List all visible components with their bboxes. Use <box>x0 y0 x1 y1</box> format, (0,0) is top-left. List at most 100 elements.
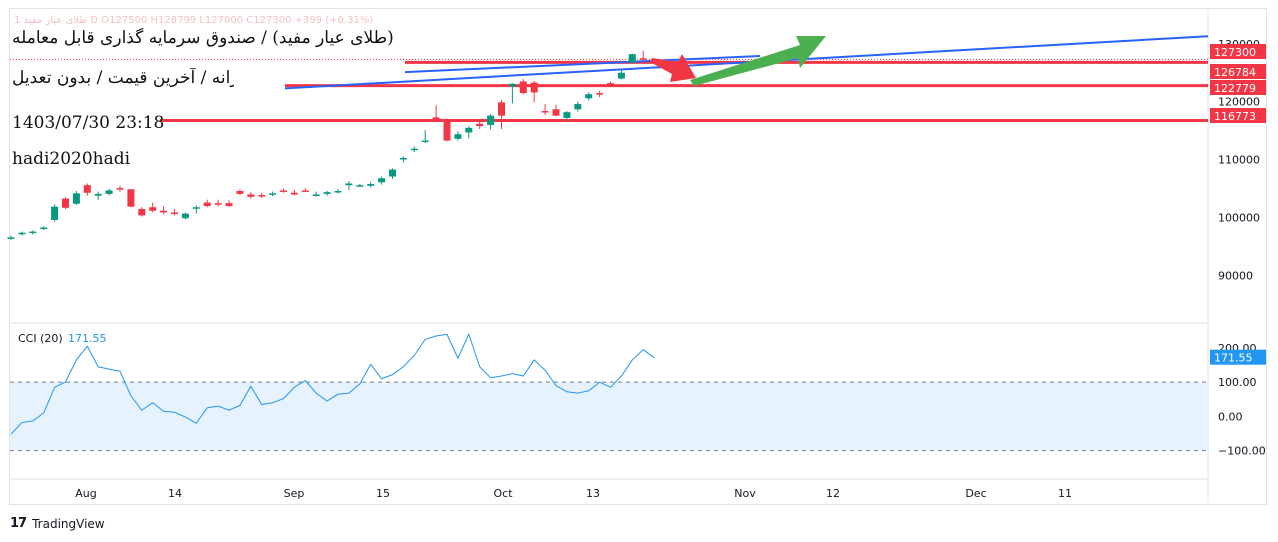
time-tick-label: Sep <box>284 487 305 500</box>
price-tick-label: 90000 <box>1218 270 1253 283</box>
price-tag-label: 122779 <box>1214 82 1256 95</box>
candle-body <box>410 148 418 151</box>
price-tag-box <box>1210 80 1266 95</box>
green-arrow-annotation <box>690 36 826 86</box>
candle-body <box>356 185 364 187</box>
candle-body <box>498 102 505 116</box>
time-tick-label: 11 <box>1058 487 1072 500</box>
candle-body <box>378 178 386 183</box>
candle-body <box>181 213 189 219</box>
candle-body <box>617 72 625 79</box>
cci-tick-label: 100.00 <box>1218 376 1257 389</box>
candle-body <box>105 190 113 194</box>
candle-body <box>574 104 582 110</box>
candle-body <box>454 134 462 139</box>
candle-body <box>334 191 342 193</box>
brand-label: TradingView <box>32 516 105 531</box>
time-tick-label: 12 <box>826 487 840 500</box>
time-tick-label: Dec <box>965 487 986 500</box>
candle-body <box>585 94 593 99</box>
candle-body <box>83 185 91 193</box>
candle-body <box>421 140 429 143</box>
candle-body <box>563 112 571 118</box>
author-annotation: hadi2020hadi <box>12 149 131 169</box>
candle-body <box>487 115 495 125</box>
cci-title: CCI (20) <box>18 332 63 345</box>
candle-body <box>290 192 298 195</box>
candle-body <box>323 192 331 194</box>
candle-body <box>225 203 233 207</box>
candle-body <box>149 207 157 211</box>
tradingview-logo-icon: 17 <box>10 516 27 531</box>
price-tag-box <box>1210 64 1266 79</box>
candle-body <box>62 198 69 208</box>
price-tick-label: 110000 <box>1218 154 1260 167</box>
price-tag-box <box>1210 44 1266 59</box>
time-tick-label: Oct <box>493 487 513 500</box>
candle-body <box>465 127 473 133</box>
cci-tick-label: −100.00 <box>1218 445 1266 458</box>
price-tag-box <box>1210 108 1266 123</box>
chart-frame <box>9 8 1267 505</box>
candle-body <box>203 202 211 207</box>
candle-body <box>29 231 37 234</box>
candle-body <box>399 157 407 160</box>
chart-subtitle-annotation: روزانه / آخرین قیمت / بدون تعدیل <box>12 68 234 88</box>
candle-body <box>138 208 146 216</box>
candle-body <box>72 193 80 204</box>
candle-body <box>519 81 527 94</box>
time-tick-label: 15 <box>376 487 390 500</box>
candle-body <box>508 83 516 87</box>
candle-body <box>247 194 255 197</box>
candle-body <box>40 227 48 230</box>
price-tag-label: 127300 <box>1214 46 1256 59</box>
candle-body <box>258 195 266 197</box>
time-tick-label: Aug <box>75 487 96 500</box>
footer[interactable]: 17 TradingView <box>10 516 105 531</box>
candle-body <box>432 117 440 121</box>
datetime-annotation: 1403/07/30 23:18 <box>12 113 165 133</box>
price-tick-label: 120000 <box>1218 96 1260 109</box>
candle-body <box>345 183 353 186</box>
candle-body <box>301 190 309 192</box>
candle-body <box>541 111 549 113</box>
candle-body <box>7 237 15 239</box>
candle-body <box>443 122 451 141</box>
candle-body <box>280 190 287 192</box>
ohlc-legend: 1 طلای عیار مفید D O127500 H128799 L1270… <box>14 15 374 26</box>
candle-body <box>18 232 26 235</box>
price-tag-label: 126784 <box>1214 66 1256 79</box>
cci-value-tag-box <box>1210 349 1266 365</box>
candle-body <box>552 109 560 116</box>
cci-band <box>10 382 1208 451</box>
time-tick-label: Nov <box>734 487 756 500</box>
cci-value-tag-label: 171.55 <box>1214 352 1253 365</box>
candle-body <box>127 189 135 207</box>
candle-body <box>476 123 484 127</box>
candle-body <box>160 210 168 213</box>
time-tick-label: 14 <box>168 487 182 500</box>
candle-body <box>192 207 200 209</box>
candle-body <box>312 194 320 196</box>
candle-body <box>94 193 102 196</box>
candle-body <box>389 169 396 177</box>
candle-body <box>639 58 647 60</box>
candle-body <box>367 184 375 186</box>
candle-body <box>51 206 59 220</box>
candle-body <box>530 82 538 93</box>
candle-body <box>214 203 222 205</box>
candle-body <box>628 54 636 63</box>
time-tick-label: 13 <box>586 487 600 500</box>
price-tag-label: 116773 <box>1214 110 1256 123</box>
red-arrow-annotation <box>650 54 696 82</box>
candle-body <box>116 188 124 190</box>
candle-body <box>596 93 604 95</box>
candle-body <box>236 191 244 194</box>
candle-body <box>269 193 277 195</box>
cci-tick-label: 0.00 <box>1218 410 1243 423</box>
candle-body <box>607 83 614 87</box>
chart-title-annotation: عیار (طلای عیار مفید) / صندوق سرمایه گذا… <box>12 28 396 48</box>
price-tick-label: 100000 <box>1218 212 1260 225</box>
trendline <box>404 54 761 74</box>
